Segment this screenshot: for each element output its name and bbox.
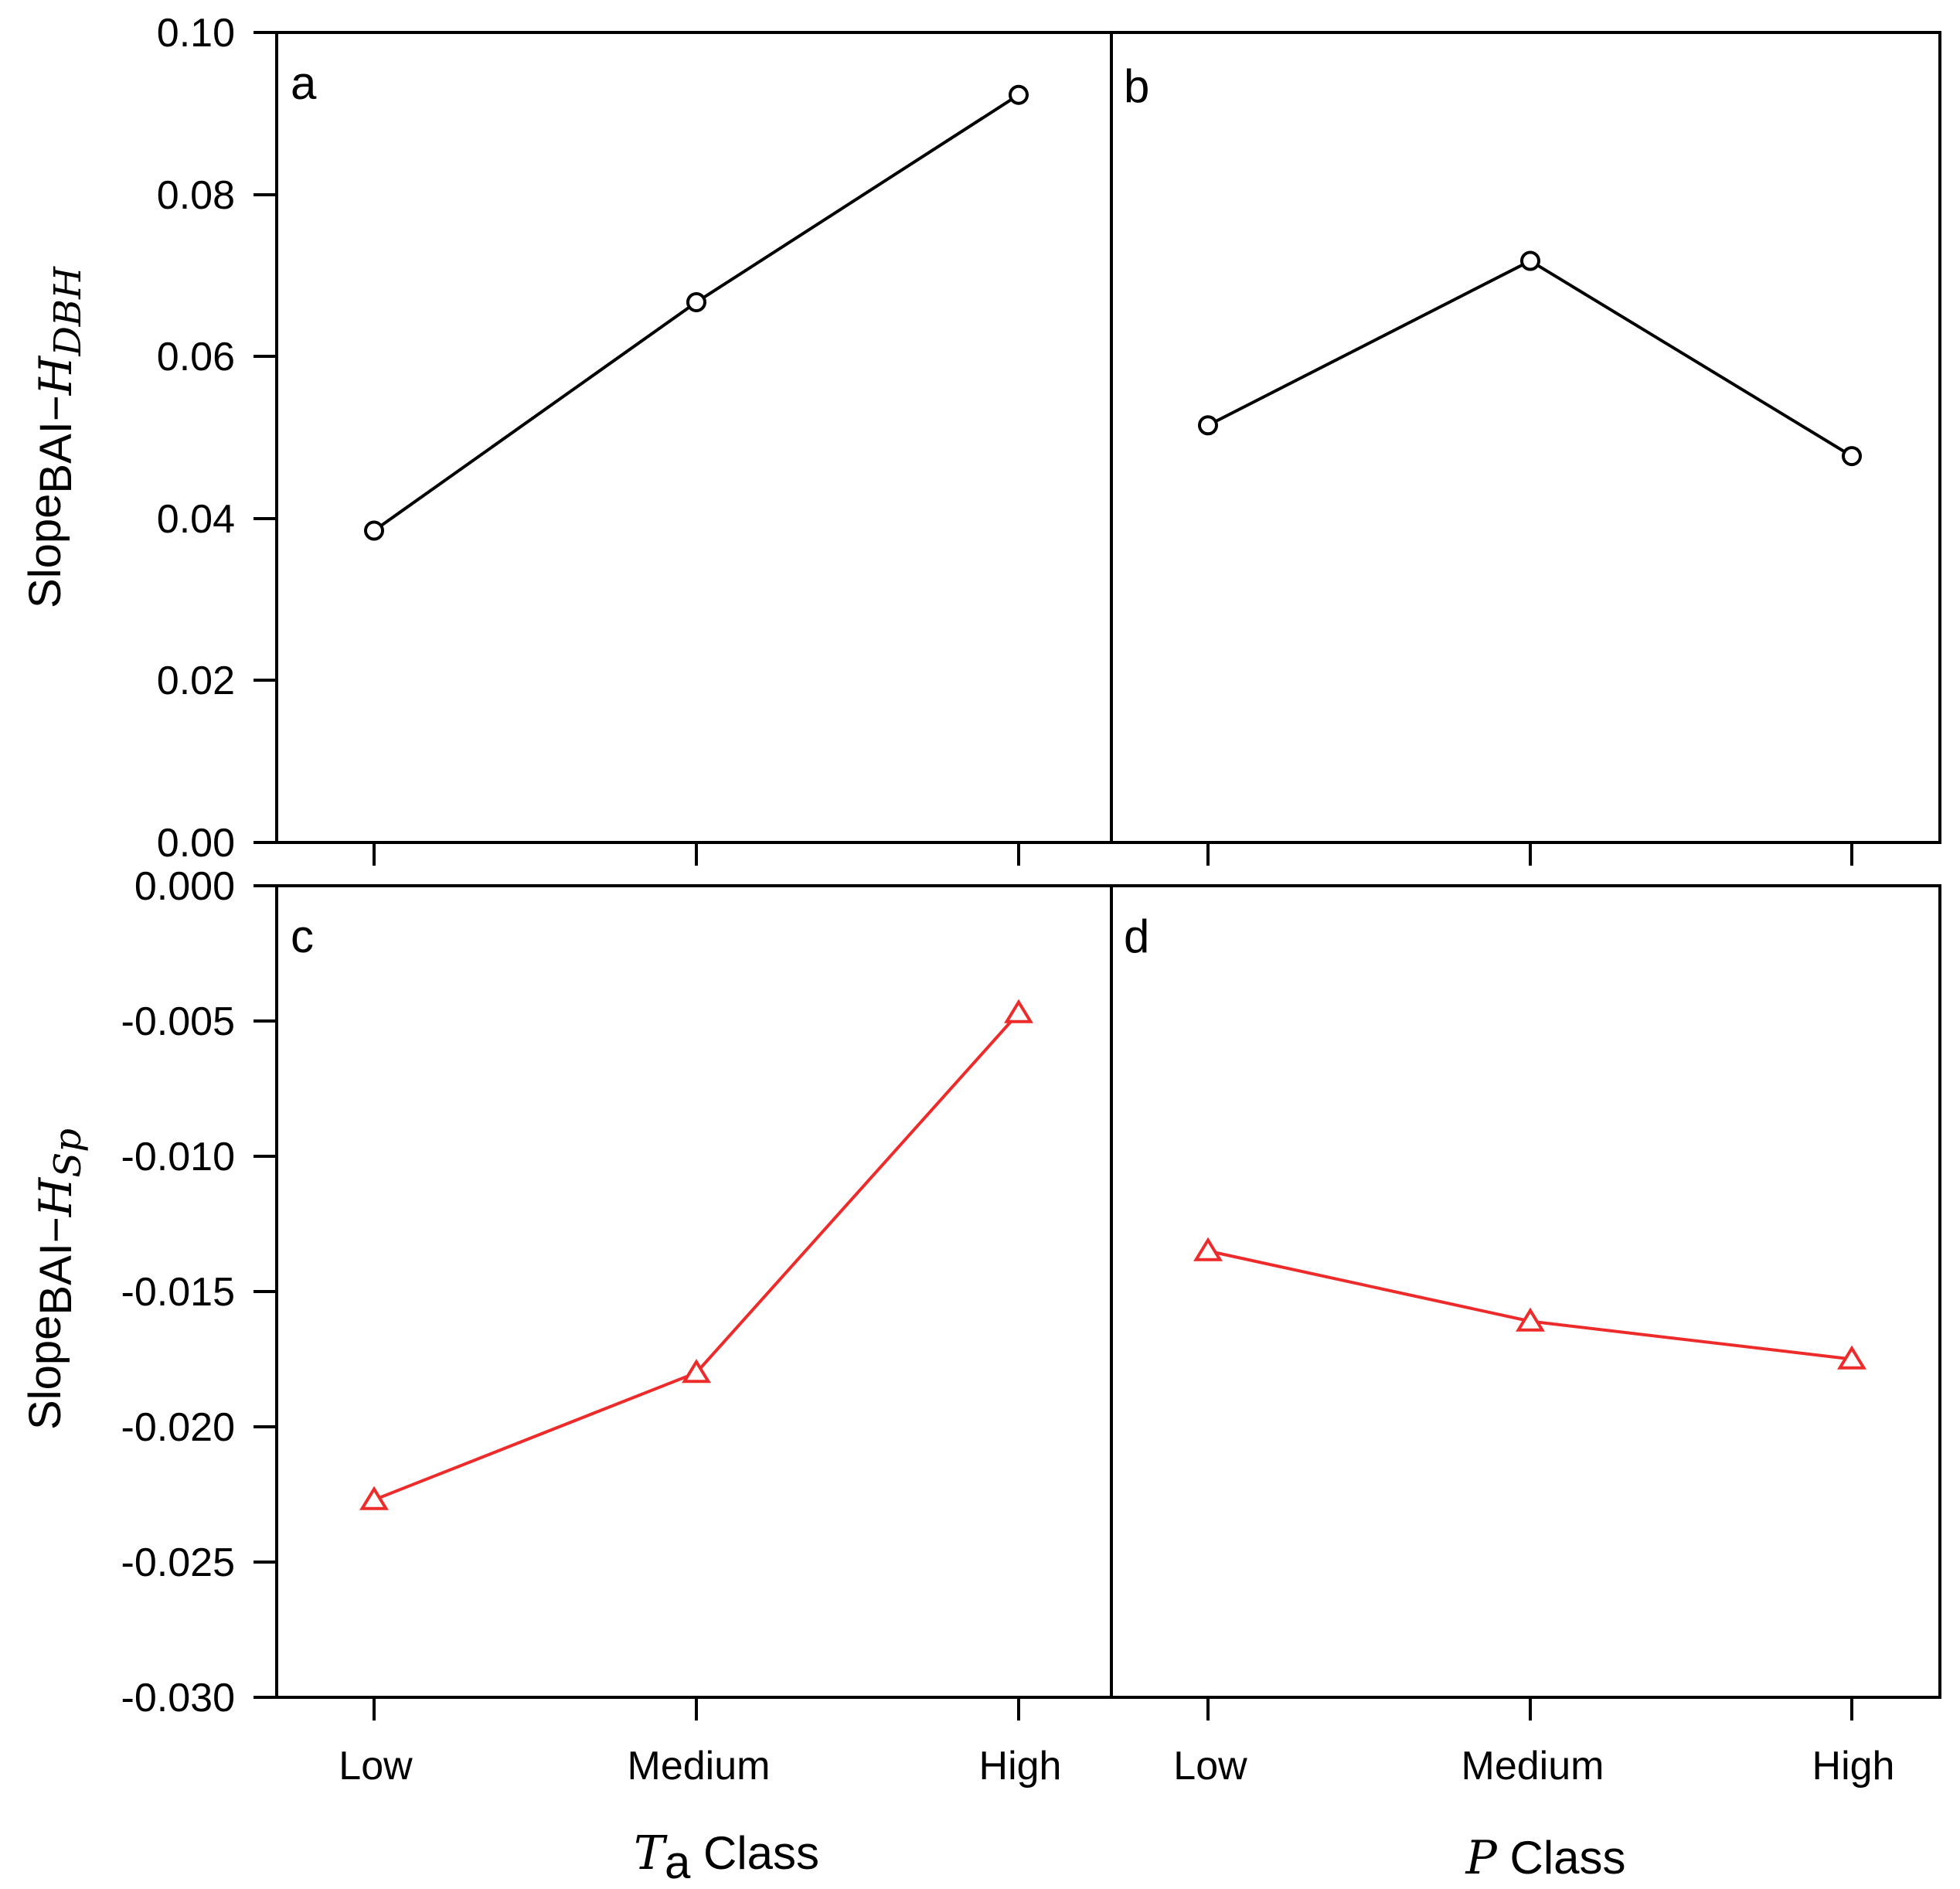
y-tick-label: -0.020 [121,1405,235,1450]
series-panel-c [359,999,1033,1510]
panel-letter-c: c [291,910,314,962]
data-point-circle [1009,84,1029,105]
bottom-panels-frame [275,884,1941,1699]
y-tick-label: 0.00 [157,821,235,866]
ylabel-h: H [29,355,82,396]
ylabel-subscript: BAI− [31,1217,81,1315]
x-tick-label: High [1812,1744,1895,1789]
series-line-segment [1207,259,1531,427]
data-point-circle [1198,415,1218,436]
x-tick-label: Medium [628,1744,771,1789]
series-line-segment [1529,259,1853,458]
ylabel-slope: Slope [20,1315,70,1430]
series-layer [359,84,1866,1510]
top-panels-frame [275,31,1941,844]
xlabel-italic: P [1465,1831,1498,1885]
y-tick-label: 0.10 [157,11,235,56]
xlabel-italic: T [634,1826,668,1880]
ylabel-subscript: BAI− [31,395,81,493]
panel-letter-d: d [1124,910,1149,962]
ylabel-h-subscript: DBH [46,266,90,357]
series-panel-b [1198,250,1862,467]
series-line-segment [373,301,698,533]
top-y-axis: 0.00 0.02 0.04 0.06 0.08 0.10 [157,11,277,866]
y-axis-title-top: SlopeBAI−HDBH [20,266,90,608]
y-tick-label: -0.010 [121,1135,235,1179]
xlabel-subscript: a [665,1836,691,1888]
data-point-circle [1520,250,1540,271]
x-tick-label: High [979,1744,1062,1789]
data-point-triangle [1193,1237,1223,1261]
data-point-triangle [1516,1307,1545,1332]
bottom-y-axis: -0.030 -0.025 -0.020 -0.015 -0.010 -0.00… [121,864,277,1721]
y-tick-label: 0.08 [157,173,235,218]
panel-letter-a: a [291,57,317,109]
data-point-triangle [1837,1345,1866,1370]
top-panels: a b 0.00 0.02 0.04 0.06 0.08 0.10 SlopeB… [20,11,1941,866]
data-point-triangle [359,1486,389,1510]
series-panel-a [364,84,1029,541]
x-tick-label: Low [339,1744,413,1789]
panel-letter-b: b [1124,60,1149,112]
x-tick-label: Medium [1461,1744,1604,1789]
y-tick-label: -0.005 [121,999,235,1044]
data-point-triangle [1004,999,1033,1023]
y-tick-label: -0.030 [121,1676,235,1721]
series-line-segment [1207,1249,1531,1323]
ylabel-slope: Slope [20,494,70,608]
series-line-segment [373,1371,697,1502]
ylabel-h: H [29,1176,82,1217]
x-axis-ticks: Low Medium High Low Medium High [339,842,1894,1789]
x-axis-title-left: Ta Class [634,1826,819,1888]
y-tick-label: -0.015 [121,1270,235,1315]
y-tick-label: 0.04 [157,497,235,542]
x-axis-title-right: P Class [1465,1831,1625,1885]
bottom-panels: c d -0.030 -0.025 -0.020 -0.015 -0.010 -… [20,864,1941,1721]
data-point-triangle [682,1359,711,1384]
series-line-segment [695,1012,1020,1374]
xlabel-rest: Class [690,1827,819,1879]
y-axis-title-bottom: SlopeBAI−HSp [20,1128,90,1430]
data-point-circle [364,520,384,541]
xlabel-rest: Class [1497,1832,1626,1884]
ylabel-h-subscript: Sp [46,1128,90,1178]
x-tick-label: Low [1173,1744,1247,1789]
series-line-segment [1530,1319,1853,1361]
y-tick-label: 0.02 [157,659,235,703]
y-tick-label: -0.025 [121,1540,235,1585]
y-tick-label: 0.06 [157,335,235,380]
y-tick-label: 0.000 [134,864,235,909]
series-line-segment [695,94,1020,304]
data-point-circle [1842,446,1862,467]
series-panel-d [1193,1237,1866,1370]
data-point-circle [686,291,706,312]
